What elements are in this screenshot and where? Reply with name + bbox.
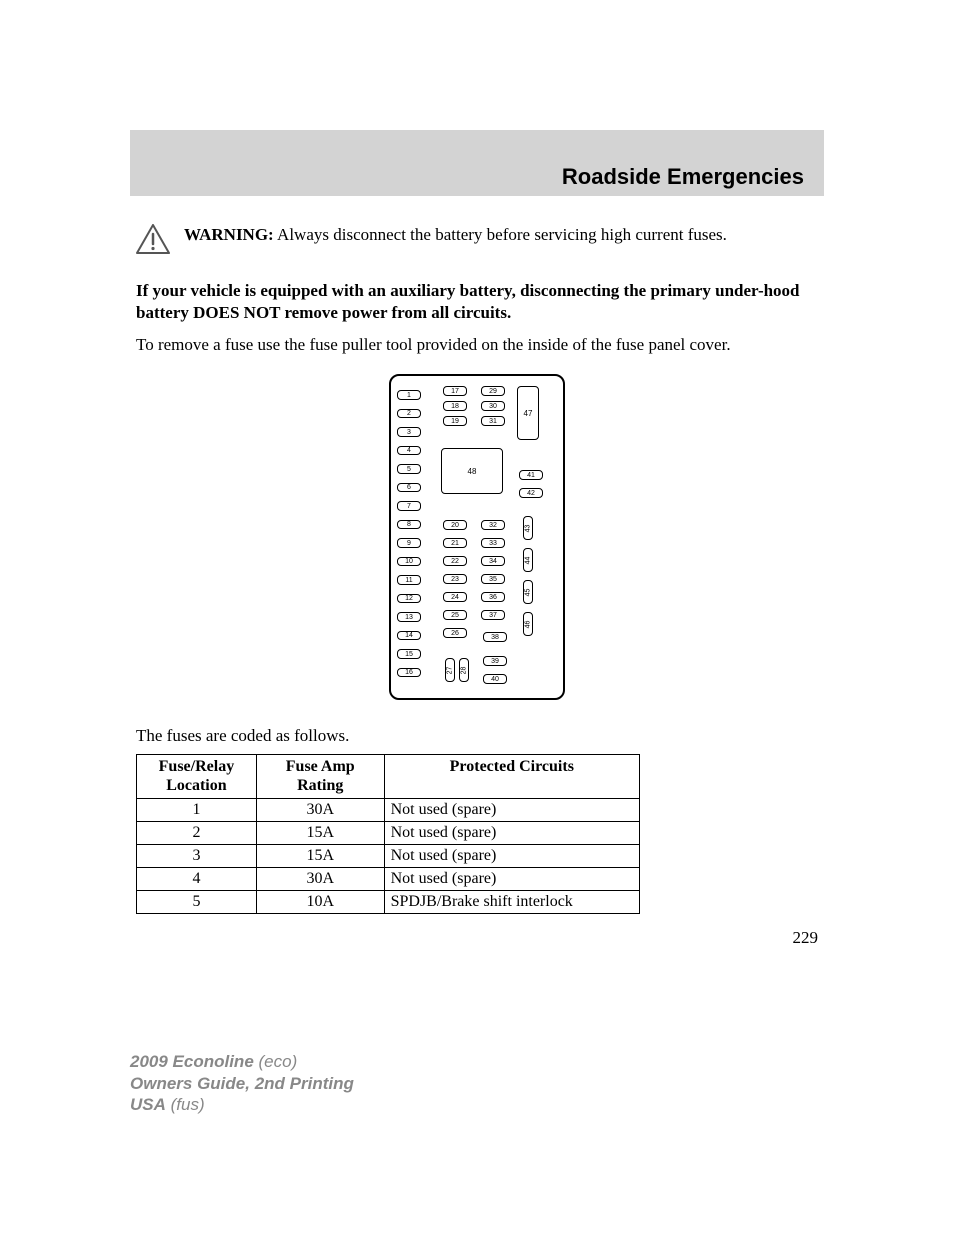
fuse-slot: 27: [445, 658, 455, 682]
fuse-slot: 31: [481, 416, 505, 426]
fuse-slot: 35: [481, 574, 505, 584]
fuse-slot: 13: [397, 612, 421, 622]
fuse-slot: 14: [397, 631, 421, 641]
cell-rating: 30A: [256, 798, 384, 821]
cell-rating: 10A: [256, 890, 384, 913]
warning-block: WARNING: Always disconnect the battery b…: [136, 224, 818, 254]
fuse-slot: 36: [481, 592, 505, 602]
fuse-slot: 42: [519, 488, 543, 498]
cell-location: 2: [137, 821, 257, 844]
fuse-slot: 18: [443, 401, 467, 411]
fuse-slot: 9: [397, 538, 421, 548]
footer-region: USA: [130, 1095, 166, 1114]
footer: 2009 Econoline (eco) Owners Guide, 2nd P…: [130, 1051, 354, 1115]
table-row: 215ANot used (spare): [137, 821, 640, 844]
cell-circuits: SPDJB/Brake shift interlock: [384, 890, 639, 913]
fuse-table: Fuse/Relay Location Fuse Amp Rating Prot…: [136, 754, 640, 913]
page-number: 229: [130, 928, 818, 948]
fuse-slot: 10: [397, 557, 421, 567]
table-body: 130ANot used (spare)215ANot used (spare)…: [137, 798, 640, 913]
fuse-slot: 24: [443, 592, 467, 602]
cell-location: 3: [137, 844, 257, 867]
th-location: Fuse/Relay Location: [137, 755, 257, 798]
page-section-title: Roadside Emergencies: [562, 164, 804, 190]
fuse-slot: 39: [483, 656, 507, 666]
warning-body: Always disconnect the battery before ser…: [274, 225, 727, 244]
fuse-slot: 16: [397, 668, 421, 678]
fuse-slot-large: 48: [441, 448, 503, 494]
fuse-diagram: 1234567891011121314151617181929303147484…: [389, 374, 565, 700]
fuse-slot: 22: [443, 556, 467, 566]
fuse-slot: 32: [481, 520, 505, 530]
cell-rating: 15A: [256, 844, 384, 867]
table-row: 315ANot used (spare): [137, 844, 640, 867]
warning-label: WARNING:: [184, 225, 274, 244]
fuse-slot: 19: [443, 416, 467, 426]
footer-model: 2009 Econoline: [130, 1052, 254, 1071]
fuse-slot: 23: [443, 574, 467, 584]
fuse-slot: 15: [397, 649, 421, 659]
fuse-slot: 1: [397, 390, 421, 400]
fuse-slot: 2: [397, 409, 421, 419]
fuse-slot: 21: [443, 538, 467, 548]
fuse-diagram-wrap: 1234567891011121314151617181929303147484…: [130, 374, 824, 700]
table-row: 130ANot used (spare): [137, 798, 640, 821]
fuse-slot: 45: [523, 580, 533, 604]
fuse-slot: 30: [481, 401, 505, 411]
fuse-slot: 12: [397, 594, 421, 604]
cell-circuits: Not used (spare): [384, 867, 639, 890]
table-caption: The fuses are coded as follows.: [136, 726, 818, 746]
fuse-slot: 41: [519, 470, 543, 480]
fuse-slot: 7: [397, 501, 421, 511]
table-row: 430ANot used (spare): [137, 867, 640, 890]
remove-fuse-text: To remove a fuse use the fuse puller too…: [136, 334, 818, 356]
fuse-slot: 17: [443, 386, 467, 396]
th-rating: Fuse Amp Rating: [256, 755, 384, 798]
fuse-slot: 8: [397, 520, 421, 530]
fuse-slot: 43: [523, 516, 533, 540]
cell-rating: 15A: [256, 821, 384, 844]
fuse-slot-large: 47: [517, 386, 539, 440]
cell-location: 4: [137, 867, 257, 890]
fuse-slot: 44: [523, 548, 533, 572]
fuse-slot: 4: [397, 446, 421, 456]
fuse-slot: 33: [481, 538, 505, 548]
table-row: 510ASPDJB/Brake shift interlock: [137, 890, 640, 913]
fuse-slot: 6: [397, 483, 421, 493]
footer-model-code: (eco): [254, 1052, 297, 1071]
fuse-slot: 46: [523, 612, 533, 636]
fuse-slot: 26: [443, 628, 467, 638]
warning-text: WARNING: Always disconnect the battery b…: [184, 224, 727, 245]
warning-icon: [136, 224, 170, 254]
fuse-slot: 40: [483, 674, 507, 684]
fuse-slot: 3: [397, 427, 421, 437]
aux-battery-note: If your vehicle is equipped with an auxi…: [136, 280, 818, 324]
fuse-slot: 11: [397, 575, 421, 585]
fuse-slot: 38: [483, 632, 507, 642]
fuse-slot: 28: [459, 658, 469, 682]
fuse-slot: 25: [443, 610, 467, 620]
cell-rating: 30A: [256, 867, 384, 890]
table-header-row: Fuse/Relay Location Fuse Amp Rating Prot…: [137, 755, 640, 798]
cell-location: 1: [137, 798, 257, 821]
fuse-slot: 37: [481, 610, 505, 620]
cell-circuits: Not used (spare): [384, 821, 639, 844]
cell-circuits: Not used (spare): [384, 798, 639, 821]
th-circuits: Protected Circuits: [384, 755, 639, 798]
footer-region-code: (fus): [166, 1095, 205, 1114]
fuse-slot: 5: [397, 464, 421, 474]
footer-guide: Owners Guide, 2nd Printing: [130, 1073, 354, 1094]
fuse-slot: 20: [443, 520, 467, 530]
cell-location: 5: [137, 890, 257, 913]
cell-circuits: Not used (spare): [384, 844, 639, 867]
fuse-slot: 34: [481, 556, 505, 566]
fuse-slot: 29: [481, 386, 505, 396]
header-band: Roadside Emergencies: [130, 130, 824, 196]
